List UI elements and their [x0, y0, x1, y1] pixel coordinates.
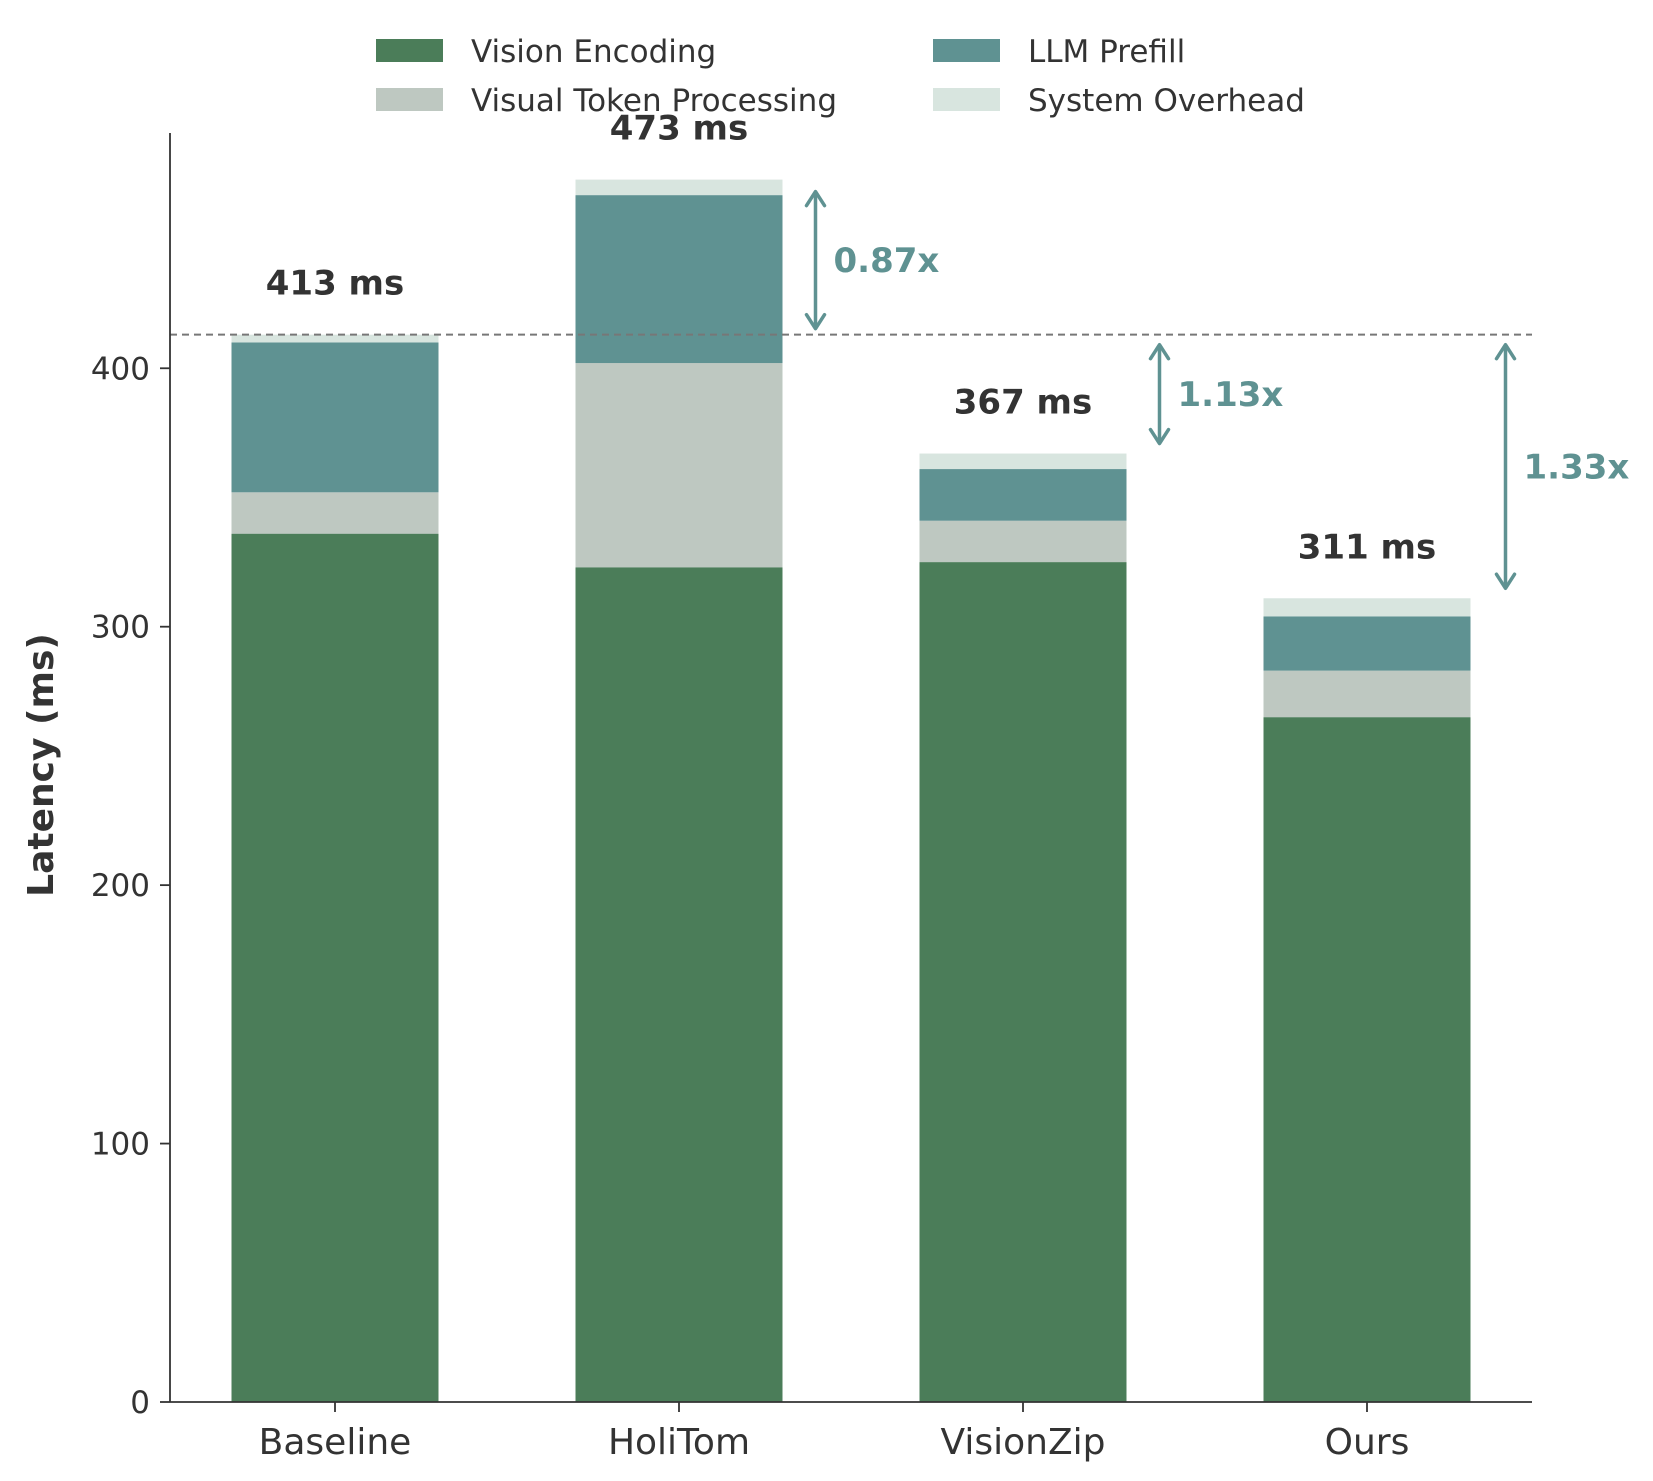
legend-item-vision-encoding: Vision Encoding [376, 34, 716, 70]
bar-ours-system-overhead [1263, 598, 1471, 617]
x-tick-label-holitom: HoliTom [608, 1422, 750, 1463]
y-tick-label: 400 [91, 351, 150, 387]
legend-swatch [933, 88, 1000, 111]
bar-visionzip-vision-encoding [919, 562, 1127, 1402]
speedup-arrow-visionzip [1148, 342, 1171, 446]
x-tick-label-ours: Ours [1325, 1422, 1410, 1463]
annotations: 413 ms 473 ms 367 ms 311 ms 0.87x 1.13x 1.33x [170, 109, 1630, 591]
total-label-ours: 311 ms [1298, 527, 1436, 567]
bar-visionzip-visual-token-processing [919, 520, 1127, 563]
legend: Vision Encoding Visual Token Processing LL… [376, 34, 1305, 119]
legend-label: Visual Token Processing [471, 83, 837, 119]
bar-baseline-system-overhead [231, 334, 439, 343]
bar-baseline-llm-prefill [231, 342, 439, 493]
x-tick-label-visionzip: VisionZip [941, 1422, 1106, 1463]
legend-swatch [933, 39, 1000, 62]
bars [231, 179, 1471, 1402]
bar-ours-visual-token-processing [1263, 670, 1471, 718]
bar-holitom-llm-prefill [575, 195, 783, 364]
y-tick-label: 300 [91, 610, 150, 646]
legend-item-visual-token-processing: Visual Token Processing [376, 83, 837, 119]
legend-label: System Overhead [1028, 83, 1305, 119]
total-label-visionzip: 367 ms [954, 383, 1092, 423]
legend-swatch [376, 39, 443, 62]
total-label-holitom: 473 ms [610, 109, 748, 149]
bar-holitom-vision-encoding [575, 567, 783, 1402]
legend-label: Vision Encoding [471, 34, 716, 70]
y-tick-label: 100 [91, 1127, 150, 1163]
bar-baseline-visual-token-processing [231, 492, 439, 534]
bar-baseline-vision-encoding [231, 533, 439, 1402]
bar-visionzip-llm-prefill [919, 469, 1127, 521]
y-tick-label: 0 [130, 1385, 150, 1421]
y-axis-label: Latency (ms) [21, 633, 62, 897]
legend-swatch [376, 88, 443, 111]
speedup-label-visionzip: 1.13x [1178, 375, 1284, 415]
speedup-arrow-holitom [804, 189, 827, 331]
bar-holitom-visual-token-processing [575, 363, 783, 568]
bar-holitom-system-overhead [575, 179, 783, 196]
x-tick-label-baseline: Baseline [259, 1422, 412, 1463]
legend-label: LLM Prefill [1028, 34, 1185, 70]
speedup-label-ours: 1.33x [1524, 447, 1630, 487]
bar-ours-vision-encoding [1263, 717, 1471, 1402]
legend-item-system-overhead: System Overhead [933, 83, 1305, 119]
speedup-label-holitom: 0.87x [834, 241, 940, 281]
y-tick-label: 200 [91, 868, 150, 904]
bar-ours-llm-prefill [1263, 616, 1471, 671]
axes: 0 100 200 300 400 Baseline HoliTom VisionZip Our… [91, 133, 1532, 1463]
total-label-baseline: 413 ms [266, 264, 404, 304]
bar-visionzip-system-overhead [919, 453, 1127, 470]
speedup-arrow-ours [1494, 342, 1517, 591]
legend-item-llm-prefill: LLM Prefill [933, 34, 1185, 70]
